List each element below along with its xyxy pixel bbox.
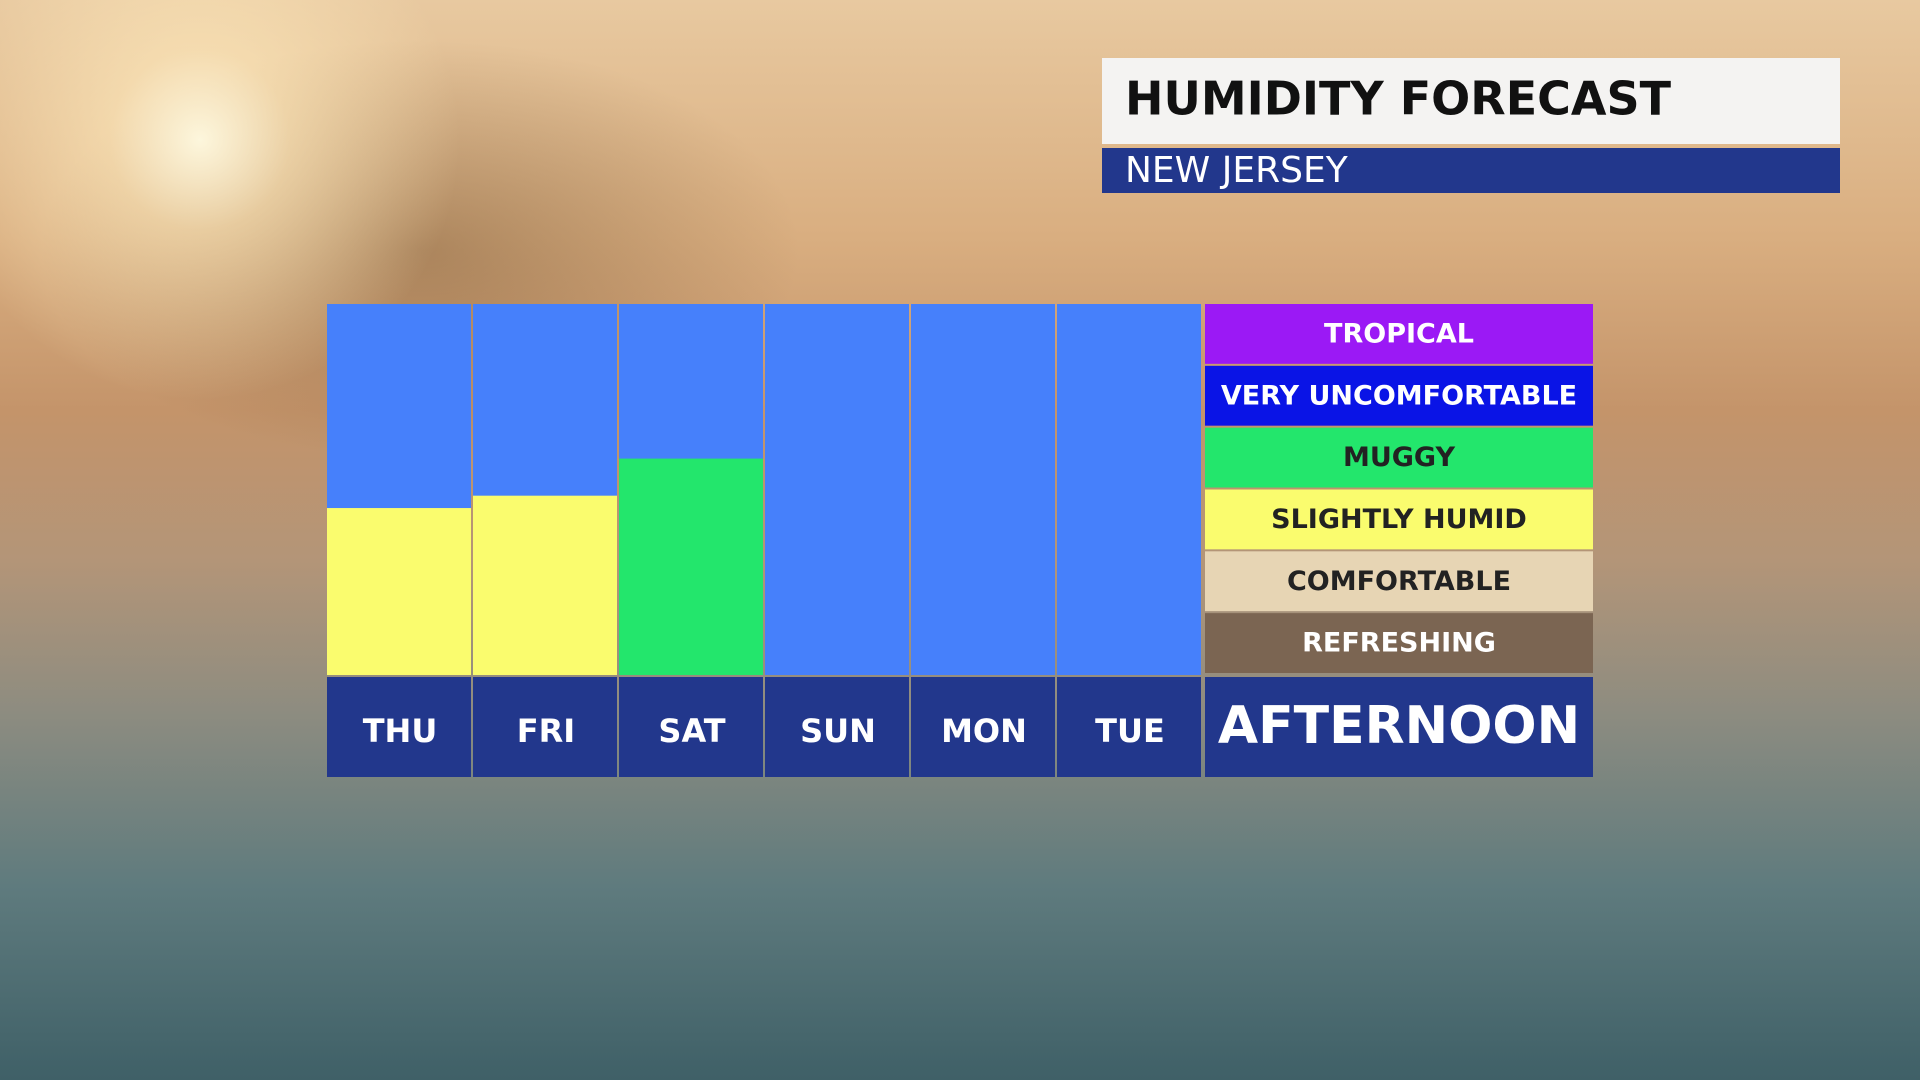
legend-label: COMFORTABLE xyxy=(1287,566,1511,597)
day-box xyxy=(619,677,763,777)
x-tick-label: SUN xyxy=(800,712,876,750)
subtitle-box xyxy=(1102,148,1840,193)
legend-label: REFRESHING xyxy=(1302,628,1496,659)
x-tick-label: FRI xyxy=(517,712,575,750)
day-box xyxy=(765,677,909,777)
x-tick-label: SAT xyxy=(658,712,725,750)
day-box xyxy=(1057,677,1201,777)
x-tick-label: MON xyxy=(941,712,1027,750)
period-label: AFTERNOON xyxy=(1218,696,1580,756)
title-box xyxy=(1102,58,1840,144)
column-background xyxy=(765,304,909,675)
legend-label: TROPICAL xyxy=(1324,318,1474,349)
chart-title: HUMIDITY FORECAST xyxy=(1125,72,1672,126)
column-background xyxy=(1057,304,1201,675)
bar xyxy=(619,458,763,675)
column-background xyxy=(911,304,1055,675)
legend-label: SLIGHTLY HUMID xyxy=(1271,504,1527,535)
legend-label: VERY UNCOMFORTABLE xyxy=(1221,380,1577,411)
x-tick-label: THU xyxy=(363,712,438,750)
bar xyxy=(327,508,471,675)
x-tick-label: TUE xyxy=(1095,712,1165,750)
legend-swatch xyxy=(1205,613,1593,673)
chart-subtitle: NEW JERSEY xyxy=(1125,150,1349,191)
legend-swatch xyxy=(1205,365,1593,426)
legend-swatch xyxy=(1205,551,1593,612)
legend-label: MUGGY xyxy=(1343,442,1456,473)
day-box xyxy=(473,677,617,777)
legend-swatch xyxy=(1205,304,1593,364)
day-box xyxy=(911,677,1055,777)
legend-swatch xyxy=(1205,427,1593,488)
day-box xyxy=(327,677,471,777)
bar xyxy=(473,495,617,675)
period-box xyxy=(1205,677,1593,777)
legend-swatch xyxy=(1205,489,1593,550)
